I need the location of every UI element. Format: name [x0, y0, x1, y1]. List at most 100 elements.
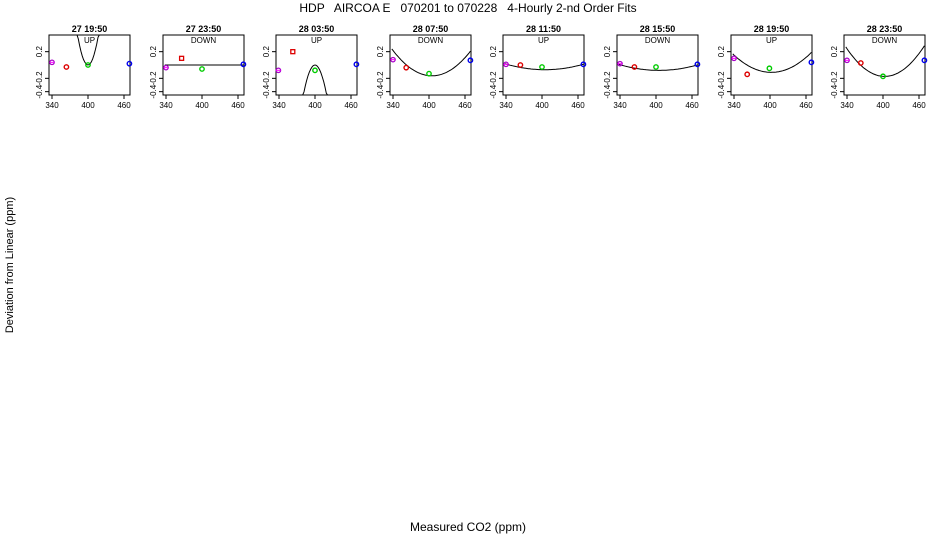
y-tick-label: -0.2	[830, 71, 839, 85]
fit-curve	[504, 63, 584, 71]
data-point	[240, 61, 247, 68]
x-tick-label: 460	[912, 101, 926, 110]
panel-6: 28 19:50 UP 340 400 460 -0.4-0.2 0.2	[717, 24, 815, 110]
x-tick-label: 400	[308, 101, 322, 110]
data-point	[63, 64, 70, 70]
x-tick-label: 400	[876, 101, 890, 110]
data-point	[403, 64, 410, 71]
y-tick-label: -0.2	[149, 71, 158, 85]
y-tick-label: 0.2	[830, 46, 839, 58]
panel-title: 28 15:50	[640, 24, 676, 34]
y-tick-label: 0.2	[35, 46, 44, 58]
fit-curve	[845, 45, 925, 77]
data-point	[808, 59, 815, 66]
x-tick-label: 460	[117, 101, 131, 110]
fit-curve	[732, 52, 812, 73]
data-point	[517, 62, 524, 68]
y-tick-label: -0.4	[603, 84, 612, 98]
y-tick-label: 0.2	[149, 46, 158, 58]
data-point	[880, 73, 886, 80]
panel-3: 28 07:50 DOWN 340 400 460 -0.4-0.2 0.2	[376, 24, 474, 110]
x-tick-label: 340	[840, 101, 854, 110]
y-tick-label: -0.4	[376, 84, 385, 98]
x-tick-label: 400	[422, 101, 436, 110]
data-point	[85, 62, 91, 68]
y-tick-label: -0.4	[35, 84, 44, 98]
y-tick-label: -0.2	[489, 71, 498, 85]
data-point	[857, 60, 864, 66]
x-tick-label: 340	[727, 101, 741, 110]
data-point	[126, 60, 133, 67]
x-tick-label: 340	[45, 101, 59, 110]
y-tick-label: -0.4	[830, 84, 839, 98]
x-tick-label: 460	[458, 101, 472, 110]
data-point	[694, 61, 701, 68]
y-tick-label: -0.2	[717, 71, 726, 85]
fit-curve	[391, 48, 471, 77]
data-point	[766, 65, 773, 72]
panel-2: 28 03:50 UP 340 400 460 -0.4-0.2 0.2	[262, 24, 360, 110]
panel-7: 28 23:50 DOWN 340 400 460 -0.4-0.2 0.2	[830, 24, 928, 110]
panel-title: 28 23:50	[867, 24, 903, 34]
x-tick-label: 340	[499, 101, 513, 110]
panel-title: 27 19:50	[72, 24, 108, 34]
y-tick-label: -0.2	[262, 71, 271, 85]
y-tick-label: 0.2	[717, 46, 726, 58]
y-tick-label: -0.2	[376, 71, 385, 85]
panel-title: 27 23:50	[186, 24, 222, 34]
data-point	[178, 55, 185, 61]
data-point	[539, 64, 545, 70]
panel-0: 27 19:50 UP 340 400 460 -0.4-0.2 0.2	[35, 24, 133, 110]
data-point	[467, 57, 474, 64]
x-tick-label: 400	[535, 101, 549, 110]
x-tick-label: 460	[685, 101, 699, 110]
panel-subtitle: DOWN	[872, 36, 898, 45]
x-axis-label: Measured CO2 (ppm)	[409, 520, 527, 534]
panel-subtitle: UP	[538, 36, 549, 45]
panel-5: 28 15:50 DOWN 340 400 460 -0.4-0.2 0.2	[603, 24, 701, 110]
y-tick-label: 0.2	[376, 46, 385, 58]
panel-subtitle: UP	[84, 36, 95, 45]
panel-subtitle: DOWN	[191, 36, 217, 45]
data-point	[580, 61, 587, 68]
panel-subtitle: UP	[311, 36, 322, 45]
x-tick-label: 340	[386, 101, 400, 110]
x-tick-label: 400	[81, 101, 95, 110]
panel-title: 28 03:50	[299, 24, 335, 34]
y-tick-label: -0.4	[149, 84, 158, 98]
panel-subtitle: DOWN	[645, 36, 671, 45]
data-point	[290, 49, 296, 55]
panel-title: 28 19:50	[754, 24, 790, 34]
x-tick-label: 400	[195, 101, 209, 110]
y-tick-label: -0.4	[262, 84, 271, 98]
data-point	[744, 71, 751, 78]
x-tick-label: 340	[159, 101, 173, 110]
data-point	[921, 57, 928, 64]
x-tick-label: 460	[799, 101, 813, 110]
y-tick-label: -0.2	[603, 71, 612, 85]
panel-title: 28 11:50	[526, 24, 561, 34]
data-point	[631, 64, 638, 70]
panel-subtitle: UP	[766, 36, 777, 45]
y-tick-label: 0.2	[262, 46, 271, 58]
page-title: HDP AIRCOA E 070201 to 070228 4-Hourly 2…	[299, 1, 637, 15]
y-tick-label: 0.2	[603, 46, 612, 58]
fit-curve	[277, 64, 357, 96]
data-point	[653, 64, 659, 70]
x-tick-label: 460	[344, 101, 358, 110]
panel-4: 28 11:50 UP 340 400 460 -0.4-0.2 0.2	[489, 24, 587, 110]
x-tick-label: 400	[649, 101, 663, 110]
x-tick-label: 460	[231, 101, 245, 110]
panel-1: 27 23:50 DOWN 340 400 460 -0.4-0.2 0.2	[149, 24, 247, 110]
data-point	[312, 67, 318, 74]
panel-title: 28 07:50	[413, 24, 449, 34]
x-tick-label: 340	[272, 101, 286, 110]
data-point	[353, 61, 360, 68]
data-point	[426, 70, 432, 77]
y-tick-label: -0.4	[717, 84, 726, 98]
y-tick-label: -0.4	[489, 84, 498, 98]
x-tick-label: 340	[613, 101, 627, 110]
panel-subtitle: DOWN	[418, 36, 444, 45]
x-tick-label: 400	[763, 101, 777, 110]
